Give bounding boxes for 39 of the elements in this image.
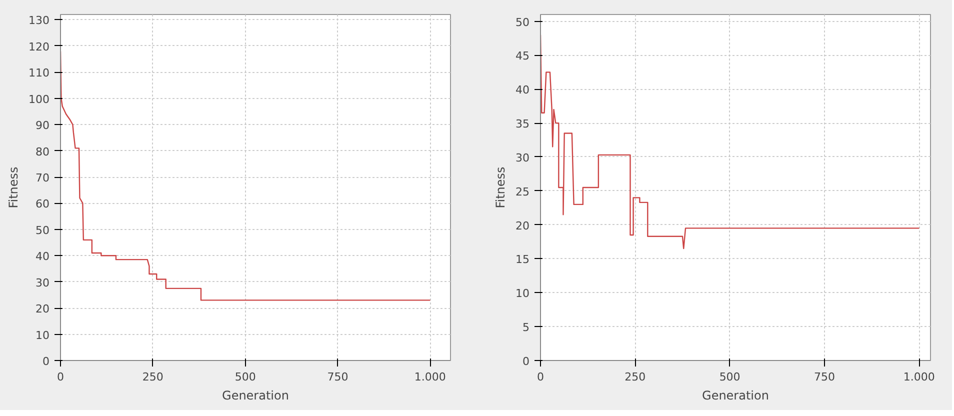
y-tick-label: 110 — [28, 66, 50, 80]
x-tick-label: 500 — [719, 370, 740, 384]
x-tick-label: 250 — [142, 370, 164, 384]
y-tick-label: 50 — [516, 16, 530, 29]
y-tick-label: 25 — [516, 185, 530, 198]
y-tick-label: 30 — [516, 151, 530, 164]
y-tick-label: 40 — [36, 250, 50, 264]
x-axis-title: Generation — [702, 388, 769, 402]
x-tick-label: 0 — [537, 370, 544, 384]
y-tick-label: 30 — [36, 276, 50, 290]
y-tick-label: 70 — [36, 172, 50, 185]
y-tick-label: 45 — [516, 50, 530, 63]
y-tick-label: 20 — [516, 219, 530, 232]
x-tick-label: 750 — [814, 370, 835, 384]
x-tick-label: 1.000 — [414, 370, 446, 384]
y-tick-label: 35 — [516, 118, 530, 131]
y-tick-label: 10 — [516, 287, 530, 300]
y-tick-label: 0 — [42, 355, 50, 368]
y-tick-label: 15 — [516, 253, 530, 266]
y-tick-label: 50 — [36, 224, 50, 237]
y-tick-label: 40 — [516, 84, 530, 97]
y-axis-title: Fitness — [494, 166, 508, 208]
x-tick-label: 0 — [57, 370, 64, 384]
y-tick-label: 0 — [522, 355, 530, 368]
y-tick-label: 90 — [36, 119, 50, 132]
y-tick-label: 80 — [36, 145, 50, 158]
y-tick-label: 5 — [522, 321, 530, 334]
x-tick-label: 250 — [624, 370, 646, 384]
y-tick-label: 20 — [36, 302, 50, 316]
x-tick-label: 1.000 — [903, 370, 935, 384]
y-tick-label: 100 — [28, 92, 50, 106]
y-tick-label: 60 — [36, 198, 50, 211]
y-axis-title: Fitness — [6, 166, 21, 208]
x-tick-label: 500 — [234, 370, 256, 384]
y-tick-label: 130 — [28, 14, 50, 28]
x-axis-title: Generation — [222, 388, 289, 402]
x-tick-label: 750 — [327, 370, 348, 384]
y-tick-label: 120 — [28, 40, 50, 54]
y-tick-label: 10 — [36, 328, 50, 342]
